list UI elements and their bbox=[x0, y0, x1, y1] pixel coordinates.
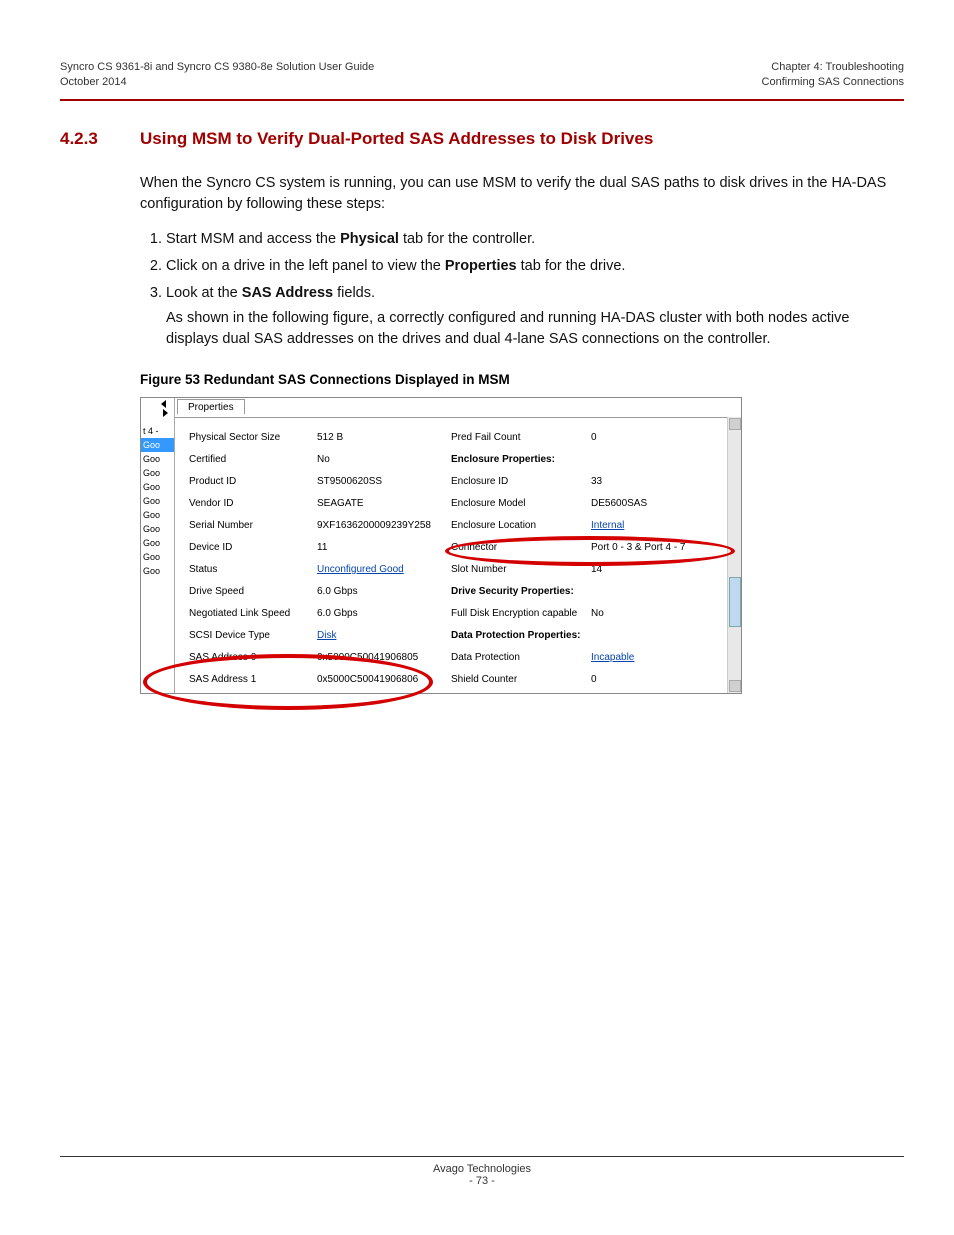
doc-title: Syncro CS 9361-8i and Syncro CS 9380-8e … bbox=[60, 60, 374, 75]
section-heading: Drive Security Properties: bbox=[451, 586, 711, 597]
prop-value: No bbox=[591, 608, 711, 619]
prop-label: Serial Number bbox=[189, 520, 317, 531]
prop-value: No bbox=[317, 454, 445, 465]
steps-list: Start MSM and access the Physical tab fo… bbox=[140, 229, 904, 350]
prop-value-link[interactable]: Unconfigured Good bbox=[317, 564, 445, 575]
prop-value: 11 bbox=[317, 542, 445, 553]
prop-label: SAS Address 0 bbox=[189, 652, 317, 663]
scroll-up-icon[interactable] bbox=[729, 418, 741, 430]
prop-label: Enclosure Model bbox=[451, 498, 591, 509]
step-3: Look at the SAS Address fields. As shown… bbox=[166, 283, 904, 350]
tab-properties[interactable]: Properties bbox=[177, 399, 245, 414]
prop-value: 9XF1636200009239Y258 bbox=[317, 520, 445, 531]
properties-right-column: Pred Fail Count0 Enclosure Properties: E… bbox=[451, 432, 711, 685]
msm-screenshot: t 4 - Goo Goo Goo Goo Goo Goo Goo Goo Go… bbox=[140, 397, 742, 694]
tab-bar: Properties bbox=[175, 398, 741, 417]
scrollbar[interactable] bbox=[727, 417, 741, 693]
scroll-thumb[interactable] bbox=[729, 577, 741, 627]
prop-label: Physical Sector Size bbox=[189, 432, 317, 443]
prop-label: Full Disk Encryption capable bbox=[451, 608, 591, 619]
prop-label: Pred Fail Count bbox=[451, 432, 591, 443]
tree-row[interactable]: Goo bbox=[141, 508, 174, 522]
page-footer: Avago Technologies - 73 - bbox=[60, 1156, 904, 1187]
tree-row[interactable]: Goo bbox=[141, 480, 174, 494]
properties-left-column: Physical Sector Size512 B CertifiedNo Pr… bbox=[189, 432, 445, 685]
footer-rule bbox=[60, 1156, 904, 1157]
tree-row[interactable]: t 4 - bbox=[141, 424, 174, 438]
section-heading: Data Protection Properties: bbox=[451, 630, 711, 641]
prop-label: Status bbox=[189, 564, 317, 575]
prop-value: Port 0 - 3 & Port 4 - 7 bbox=[591, 542, 711, 553]
prop-label: SAS Address 1 bbox=[189, 674, 317, 685]
footer-company: Avago Technologies bbox=[60, 1163, 904, 1175]
prop-value: DE5600SAS bbox=[591, 498, 711, 509]
prop-value: 6.0 Gbps bbox=[317, 608, 445, 619]
prop-label: SCSI Device Type bbox=[189, 630, 317, 641]
tree-row[interactable]: Goo bbox=[141, 522, 174, 536]
splitter-arrows-icon[interactable] bbox=[161, 400, 173, 418]
prop-label: Slot Number bbox=[451, 564, 591, 575]
prop-value: 14 bbox=[591, 564, 711, 575]
prop-label: Device ID bbox=[189, 542, 317, 553]
step-2: Click on a drive in the left panel to vi… bbox=[166, 256, 904, 277]
prop-value: 0x5000C50041906806 bbox=[317, 674, 445, 685]
prop-label: Certified bbox=[189, 454, 317, 465]
tree-row[interactable]: Goo bbox=[141, 452, 174, 466]
prop-value-link[interactable]: Disk bbox=[317, 630, 445, 641]
prop-value: 6.0 Gbps bbox=[317, 586, 445, 597]
figure-caption: Figure 53 Redundant SAS Connections Disp… bbox=[140, 372, 904, 387]
prop-label: Negotiated Link Speed bbox=[189, 608, 317, 619]
prop-label: Shield Counter bbox=[451, 674, 591, 685]
prop-label: Product ID bbox=[189, 476, 317, 487]
doc-date: October 2014 bbox=[60, 75, 374, 90]
prop-value-link[interactable]: Incapable bbox=[591, 652, 711, 663]
section-number: 4.2.3 bbox=[60, 129, 140, 149]
intro-paragraph: When the Syncro CS system is running, yo… bbox=[140, 173, 904, 215]
prop-value: 33 bbox=[591, 476, 711, 487]
prop-value: ST9500620SS bbox=[317, 476, 445, 487]
tree-row[interactable]: Goo bbox=[141, 536, 174, 550]
tree-row[interactable]: Goo bbox=[141, 550, 174, 564]
prop-label: Drive Speed bbox=[189, 586, 317, 597]
prop-value: 0x5000C50041906805 bbox=[317, 652, 445, 663]
tree-strip[interactable]: t 4 - Goo Goo Goo Goo Goo Goo Goo Goo Go… bbox=[141, 398, 175, 693]
section-title: Using MSM to Verify Dual-Ported SAS Addr… bbox=[140, 129, 653, 149]
prop-label: Data Protection bbox=[451, 652, 591, 663]
prop-label: Vendor ID bbox=[189, 498, 317, 509]
step-1: Start MSM and access the Physical tab fo… bbox=[166, 229, 904, 250]
step-3-note: As shown in the following figure, a corr… bbox=[166, 308, 904, 350]
chapter-label: Chapter 4: Troubleshooting bbox=[762, 60, 904, 75]
tree-row[interactable]: Goo bbox=[141, 564, 174, 578]
prop-label: Enclosure Location bbox=[451, 520, 591, 531]
properties-panel: Properties Physical Sector Size512 B Cer… bbox=[175, 398, 741, 693]
prop-value: 512 B bbox=[317, 432, 445, 443]
tree-row[interactable]: Goo bbox=[141, 466, 174, 480]
prop-value: SEAGATE bbox=[317, 498, 445, 509]
tree-row[interactable]: Goo bbox=[141, 438, 174, 452]
tree-row[interactable]: Goo bbox=[141, 494, 174, 508]
section-heading: Enclosure Properties: bbox=[451, 454, 711, 465]
prop-value: 0 bbox=[591, 432, 711, 443]
prop-value-link[interactable]: Internal bbox=[591, 520, 711, 531]
footer-page: - 73 - bbox=[60, 1175, 904, 1187]
prop-label: Connector bbox=[451, 542, 591, 553]
section-label: Confirming SAS Connections bbox=[762, 75, 904, 90]
page-header: Syncro CS 9361-8i and Syncro CS 9380-8e … bbox=[60, 60, 904, 91]
prop-value: 0 bbox=[591, 674, 711, 685]
scroll-down-icon[interactable] bbox=[729, 680, 741, 692]
header-rule bbox=[60, 99, 904, 101]
prop-label: Enclosure ID bbox=[451, 476, 591, 487]
